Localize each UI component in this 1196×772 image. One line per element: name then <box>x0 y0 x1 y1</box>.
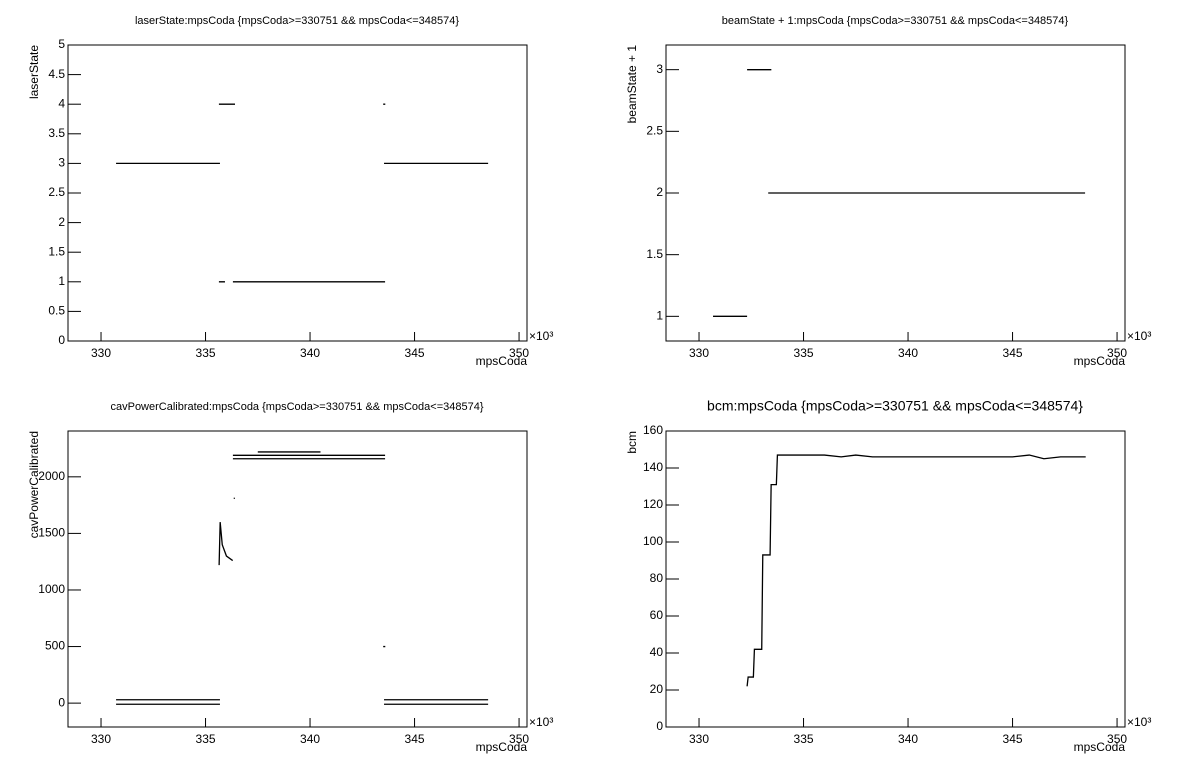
x-tick-label: 330 <box>689 732 709 746</box>
chart-title: beamState + 1:mpsCoda {mpsCoda>=330751 &… <box>722 15 1069 27</box>
y-tick-label: 1.5 <box>48 244 65 258</box>
y-tick-label: 0 <box>656 719 663 733</box>
x-tick-label: 340 <box>300 732 320 746</box>
y-tick-label: 1000 <box>38 582 65 596</box>
x-multiplier: ×10³ <box>529 715 553 729</box>
x-tick-label: 350 <box>1107 346 1127 360</box>
x-tick-label: 335 <box>196 732 216 746</box>
plot-frame <box>67 44 528 342</box>
x-multiplier: ×10³ <box>1127 329 1151 343</box>
x-axis-label: mpsCoda <box>1074 354 1126 368</box>
x-tick-label: 345 <box>1003 346 1023 360</box>
x-tick-label: 335 <box>794 732 814 746</box>
data-line <box>116 103 489 283</box>
y-axis-label: laserState <box>27 45 41 99</box>
y-tick-label: 80 <box>650 571 664 585</box>
y-tick-label: 120 <box>643 497 663 511</box>
y-tick-label: 0 <box>58 333 65 347</box>
x-tick-label: 350 <box>509 346 529 360</box>
x-tick-label: 350 <box>1107 732 1127 746</box>
y-tick-label: 100 <box>643 534 663 548</box>
plot-frame <box>67 430 528 728</box>
x-axis-label: mpsCoda <box>476 740 528 754</box>
x-tick-label: 335 <box>794 346 814 360</box>
y-tick-label: 3.5 <box>48 126 65 140</box>
x-tick-label: 340 <box>898 732 918 746</box>
x-tick-label: 340 <box>300 346 320 360</box>
x-tick-label: 330 <box>91 732 111 746</box>
y-tick-label: 4.5 <box>48 67 65 81</box>
chart-title: bcm:mpsCoda {mpsCoda>=330751 && mpsCoda<… <box>707 398 1083 414</box>
y-tick-label: 20 <box>650 682 664 696</box>
x-tick-label: 340 <box>898 346 918 360</box>
y-tick-label: 2000 <box>38 469 65 483</box>
y-tick-label: 40 <box>650 645 664 659</box>
y-tick-label: 1.5 <box>646 247 663 261</box>
chart-title: laserState:mpsCoda {mpsCoda>=330751 && m… <box>135 15 459 27</box>
y-tick-label: 1 <box>58 274 65 288</box>
chart-title: cavPowerCalibrated:mpsCoda {mpsCoda>=330… <box>110 401 483 413</box>
x-tick-label: 345 <box>405 346 425 360</box>
y-tick-label: 500 <box>45 639 65 653</box>
y-tick-label: 2 <box>656 185 663 199</box>
x-tick-label: 335 <box>196 346 216 360</box>
data-line <box>746 454 1086 687</box>
x-tick-label: 330 <box>689 346 709 360</box>
y-tick-label: 60 <box>650 608 664 622</box>
x-multiplier: ×10³ <box>529 329 553 343</box>
y-tick-label: 2 <box>58 215 65 229</box>
y-tick-label: 1500 <box>38 526 65 540</box>
y-tick-label: 140 <box>643 460 663 474</box>
y-tick-label: 0.5 <box>48 304 65 318</box>
plot-frame <box>665 430 1126 728</box>
x-axis-label: mpsCoda <box>476 354 528 368</box>
data-line <box>713 69 1086 317</box>
y-tick-label: 4 <box>58 96 65 110</box>
x-multiplier: ×10³ <box>1127 715 1151 729</box>
y-axis-label: bcm <box>625 431 639 454</box>
y-axis-label: beamState + 1 <box>625 45 639 124</box>
y-tick-label: 1 <box>656 309 663 323</box>
y-tick-label: 2.5 <box>646 124 663 138</box>
y-tick-label: 2.5 <box>48 185 65 199</box>
y-tick-label: 5 <box>58 37 65 51</box>
x-tick-label: 345 <box>405 732 425 746</box>
y-axis-label: cavPowerCalibrated <box>27 431 41 538</box>
data-line <box>116 451 489 705</box>
y-tick-label: 0 <box>58 695 65 709</box>
y-tick-label: 3 <box>656 62 663 76</box>
y-tick-label: 160 <box>643 423 663 437</box>
y-tick-label: 3 <box>58 156 65 170</box>
x-tick-label: 350 <box>509 732 529 746</box>
x-axis-label: mpsCoda <box>1074 740 1126 754</box>
x-tick-label: 330 <box>91 346 111 360</box>
x-tick-label: 345 <box>1003 732 1023 746</box>
